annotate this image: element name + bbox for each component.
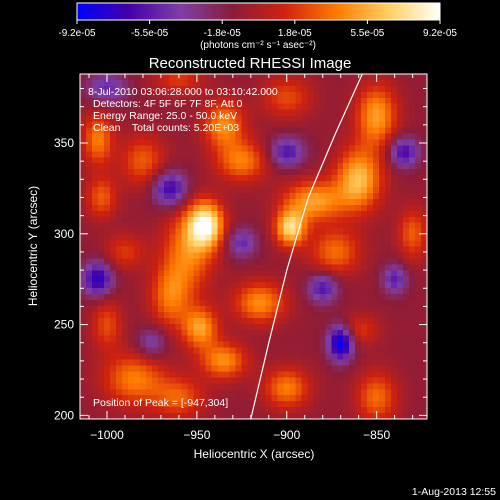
annotation-energy-range: Energy Range: 25.0 - 50.0 keV xyxy=(93,110,237,122)
colorbar-units-label: (photons cm⁻² s⁻¹ asec⁻²) xyxy=(200,40,316,51)
colorbar-tick-label: -1.8e-05 xyxy=(204,28,242,39)
solar-limb-curve xyxy=(250,73,363,420)
x-tick-label: −950 xyxy=(183,428,210,442)
colorbar-gradient xyxy=(76,2,441,21)
colorbar-tick-label: -9.2e-05 xyxy=(58,28,96,39)
annotation-time-range: 8-Jul-2010 03:06:28.000 to 03:10:42.000 xyxy=(88,86,278,98)
colorbar-tick-label: 5.5e-05 xyxy=(350,28,384,39)
colorbar-tick-label: -5.5e-05 xyxy=(131,28,169,39)
colorbar-ticks: -9.2e-05 -5.5e-05 -1.8e-05 1.8e-05 5.5e-05 9.… xyxy=(58,20,457,39)
colorbar-tick-label: 1.8e-05 xyxy=(278,28,312,39)
annotation-detectors: Detectors: 4F 5F 6F 7F 8F, Att 0 xyxy=(93,98,243,110)
plot-area: −1000 −950 −900 −850 200 250 300 350 8-Jul-2010… xyxy=(54,73,428,442)
x-tick-label: −1000 xyxy=(90,428,124,442)
heatmap-image xyxy=(80,74,427,419)
annotation-clean-counts: Clean Total counts: 5.20E+03 xyxy=(93,122,239,134)
peak-position-label: Position of Peak = [-947,304] xyxy=(93,397,228,409)
x-tick-label: −900 xyxy=(273,428,300,442)
y-tick-label: 350 xyxy=(54,136,74,150)
y-tick-label: 200 xyxy=(54,408,74,422)
y-tick-label: 300 xyxy=(54,227,74,241)
x-tick-label: −850 xyxy=(363,428,390,442)
colorbar: -9.2e-05 -5.5e-05 -1.8e-05 1.8e-05 5.5e-05 9.… xyxy=(58,2,457,51)
plot-frame xyxy=(79,73,428,420)
info-annotations: 8-Jul-2010 03:06:28.000 to 03:10:42.000 … xyxy=(88,86,278,134)
y-axis-label: Heliocentric Y (arcsec) xyxy=(26,186,40,306)
y-tick-label: 250 xyxy=(54,318,74,332)
colorbar-tick-label: 9.2e-05 xyxy=(423,28,457,39)
x-axis-label: Heliocentric X (arcsec) xyxy=(194,447,315,461)
chart-title: Reconstructed RHESSI Image xyxy=(149,55,352,72)
axis-ticks: −1000 −950 −900 −850 200 250 300 350 xyxy=(54,74,427,442)
footer-date: 1-Aug-2013 12:55 xyxy=(412,486,496,498)
